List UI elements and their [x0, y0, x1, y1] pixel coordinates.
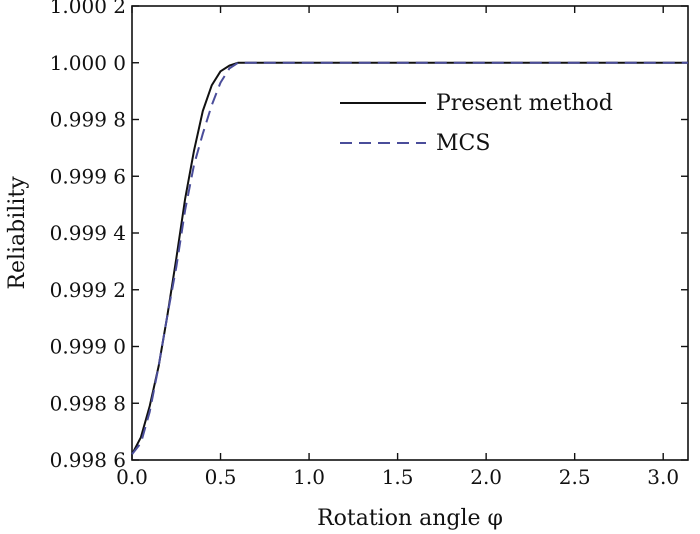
series-line-present-method [131, 61, 688, 455]
y-tick-label: 0.999 4 [50, 221, 126, 245]
series-line-mcs [131, 61, 688, 455]
series-lines [131, 61, 688, 455]
y-tick-label: 0.998 6 [50, 448, 126, 472]
y-axis-label: Reliability [5, 176, 30, 290]
y-tick-label: 0.999 6 [50, 164, 126, 188]
legend: Present method MCS [340, 91, 613, 156]
x-axis-label: Rotation angle φ [317, 506, 503, 531]
axis-ticks: 0.0 0.5 1.0 1.5 2.0 2.5 3.0 0.998 6 0.998 8 0.999… [50, 0, 688, 489]
legend-label-present-method: Present method [436, 91, 613, 116]
x-tick-label: 2.0 [470, 465, 502, 489]
x-tick-label: 0.5 [205, 465, 237, 489]
y-tick-label: 0.999 8 [50, 108, 126, 132]
x-tick-label: 0.0 [116, 465, 148, 489]
y-tick-label: 0.999 2 [50, 278, 126, 302]
legend-label-mcs: MCS [436, 131, 490, 156]
x-tick-label: 1.0 [293, 465, 325, 489]
x-tick-label: 3.0 [647, 465, 679, 489]
y-tick-label: 0.998 8 [50, 391, 126, 415]
x-tick-label: 1.5 [382, 465, 414, 489]
y-tick-label: 1.000 0 [50, 51, 126, 75]
plot-frame [131, 5, 689, 461]
y-tick-label: 1.000 2 [50, 0, 126, 18]
x-tick-label: 2.5 [559, 465, 591, 489]
y-tick-label: 0.999 0 [50, 335, 126, 359]
